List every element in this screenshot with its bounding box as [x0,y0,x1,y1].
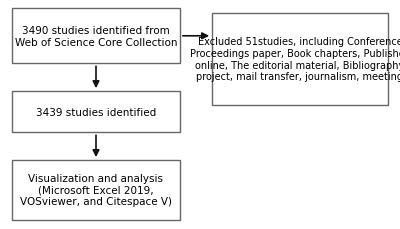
FancyBboxPatch shape [12,160,180,220]
Text: 3439 studies identified: 3439 studies identified [36,107,156,117]
Text: 3490 studies identified from
Web of Science Core Collection: 3490 studies identified from Web of Scie… [15,26,177,47]
Text: Visualization and analysis
(Microsoft Excel 2019,
VOSviewer, and Citespace V): Visualization and analysis (Microsoft Ex… [20,174,172,207]
FancyBboxPatch shape [12,9,180,64]
FancyBboxPatch shape [12,92,180,133]
FancyBboxPatch shape [212,14,388,105]
Text: Excluded 51studies, including Conference
Proceedings paper, Book chapters, Publi: Excluded 51studies, including Conference… [190,37,400,82]
